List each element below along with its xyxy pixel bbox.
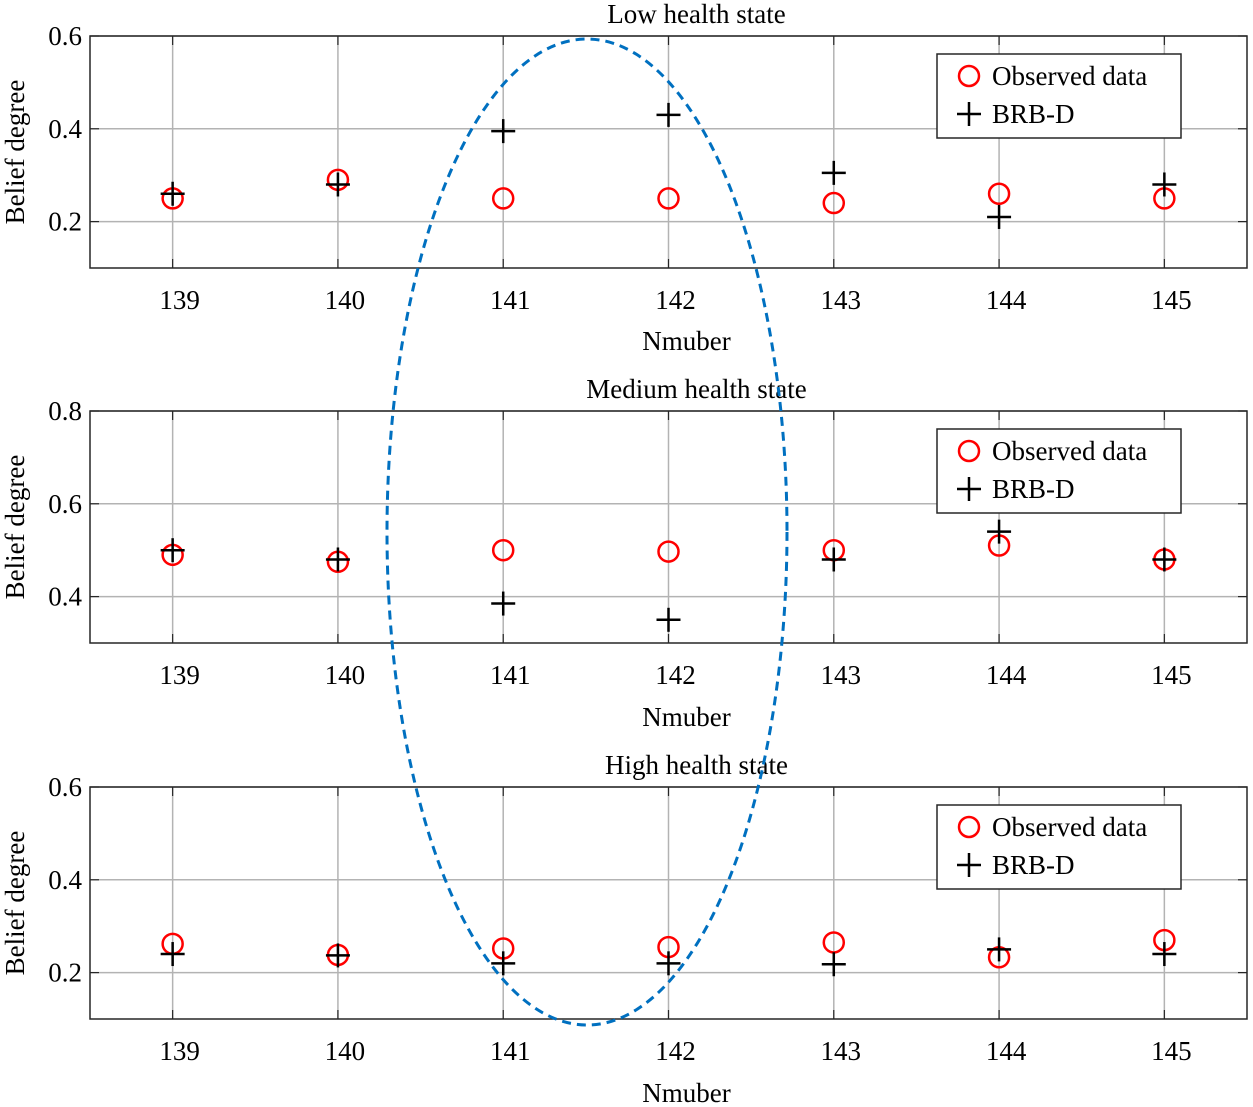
y-tick-label: 0.4 xyxy=(48,865,82,895)
legend: Observed data BRB-D xyxy=(936,53,1182,139)
brbd-point xyxy=(1152,172,1177,197)
y-tick-label: 0.6 xyxy=(48,21,82,51)
x-tick-label: 139 xyxy=(159,1036,200,1066)
brbd-point xyxy=(491,951,516,976)
panel-3: 139 140 141 142 143 144 145 0.2 0.4 0.6 High healt… xyxy=(0,750,1248,1107)
x-tick-label: 143 xyxy=(821,285,862,315)
panel-2: 139 140 141 142 143 144 145 0.4 0.6 0.8 Medium hea… xyxy=(0,374,1248,732)
brbd-point xyxy=(821,160,846,185)
x-axis-label: Nmuber xyxy=(642,1078,730,1107)
brbd-point xyxy=(821,547,846,572)
x-tick-label: 144 xyxy=(986,285,1027,315)
legend-box xyxy=(936,53,1182,139)
x-tick-label: 140 xyxy=(325,660,366,690)
y-axis-label: Belief degree xyxy=(0,831,30,976)
legend-box xyxy=(936,428,1182,514)
brbd-point xyxy=(325,547,350,572)
x-tick-label: 142 xyxy=(655,285,696,315)
brbd-point xyxy=(656,102,681,127)
x-tick-label: 143 xyxy=(821,1036,862,1066)
brbd-point xyxy=(987,519,1012,544)
observed-point xyxy=(491,187,515,210)
observed-point xyxy=(657,540,680,563)
x-tick-label: 145 xyxy=(1151,1036,1192,1066)
x-axis-label: Nmuber xyxy=(642,326,730,356)
y-tick-label: 0.6 xyxy=(48,772,82,802)
highlight-ellipse xyxy=(385,37,789,1027)
brbd-point xyxy=(325,943,350,968)
panel-title: Medium health state xyxy=(586,374,806,404)
legend-label: BRB-D xyxy=(992,850,1075,880)
legend-label: BRB-D xyxy=(992,99,1075,129)
x-tick-label: 141 xyxy=(490,660,531,690)
legend-box xyxy=(936,804,1182,890)
x-tick-label: 139 xyxy=(159,660,200,690)
x-axis-label: Nmuber xyxy=(642,702,730,732)
panel-title: Low health state xyxy=(607,0,785,29)
legend: Observed data BRB-D xyxy=(936,428,1182,514)
brbd-point xyxy=(160,942,185,967)
legend-label: Observed data xyxy=(992,436,1147,466)
y-tick-label: 0.2 xyxy=(48,958,82,988)
legend-circle-marker xyxy=(957,439,981,463)
panel-title: High health state xyxy=(605,750,788,780)
y-axis-label: Belief degree xyxy=(0,80,30,225)
observed-point xyxy=(657,187,680,210)
brbd-point xyxy=(1152,547,1177,572)
y-tick-label: 0.4 xyxy=(48,582,82,612)
y-tick-label: 0.2 xyxy=(48,207,82,237)
observed-point xyxy=(491,538,515,562)
y-tick-label: 0.6 xyxy=(48,489,82,519)
brbd-point xyxy=(325,172,350,197)
brbd-point xyxy=(1152,942,1177,967)
brbd-point xyxy=(160,538,185,563)
x-tick-label: 143 xyxy=(821,660,862,690)
brbd-point xyxy=(987,204,1012,229)
x-tick-label: 141 xyxy=(490,285,531,315)
brbd-point xyxy=(160,181,185,206)
brbd-point xyxy=(656,607,681,632)
y-tick-label: 0.8 xyxy=(48,396,82,426)
legend-circle-marker xyxy=(957,815,981,839)
brbd-point xyxy=(656,951,681,976)
x-tick-label: 141 xyxy=(490,1036,531,1066)
legend-label: BRB-D xyxy=(992,474,1075,504)
observed-point xyxy=(987,182,1011,206)
legend: Observed data BRB-D xyxy=(936,804,1182,890)
x-tick-label: 140 xyxy=(325,285,366,315)
brbd-point xyxy=(987,937,1012,962)
observed-point xyxy=(822,191,846,215)
y-tick-label: 0.4 xyxy=(48,114,82,144)
brbd-point xyxy=(491,591,516,616)
x-tick-label: 142 xyxy=(655,1036,696,1066)
x-tick-label: 139 xyxy=(159,285,200,315)
x-tick-label: 144 xyxy=(986,660,1027,690)
legend-circle-marker xyxy=(957,64,981,88)
x-tick-label: 145 xyxy=(1151,660,1192,690)
panel-1: 139 140 141 142 143 144 145 0.2 0.4 0.6 Low health… xyxy=(0,0,1248,356)
x-tick-label: 144 xyxy=(986,1036,1027,1066)
legend-label: Observed data xyxy=(992,812,1147,842)
x-tick-label: 145 xyxy=(1151,285,1192,315)
x-tick-label: 140 xyxy=(325,1036,366,1066)
legend-label: Observed data xyxy=(992,61,1147,91)
brbd-point xyxy=(491,119,516,144)
x-tick-label: 142 xyxy=(655,660,696,690)
brbd-point xyxy=(821,952,846,977)
y-axis-label: Belief degree xyxy=(0,455,30,600)
